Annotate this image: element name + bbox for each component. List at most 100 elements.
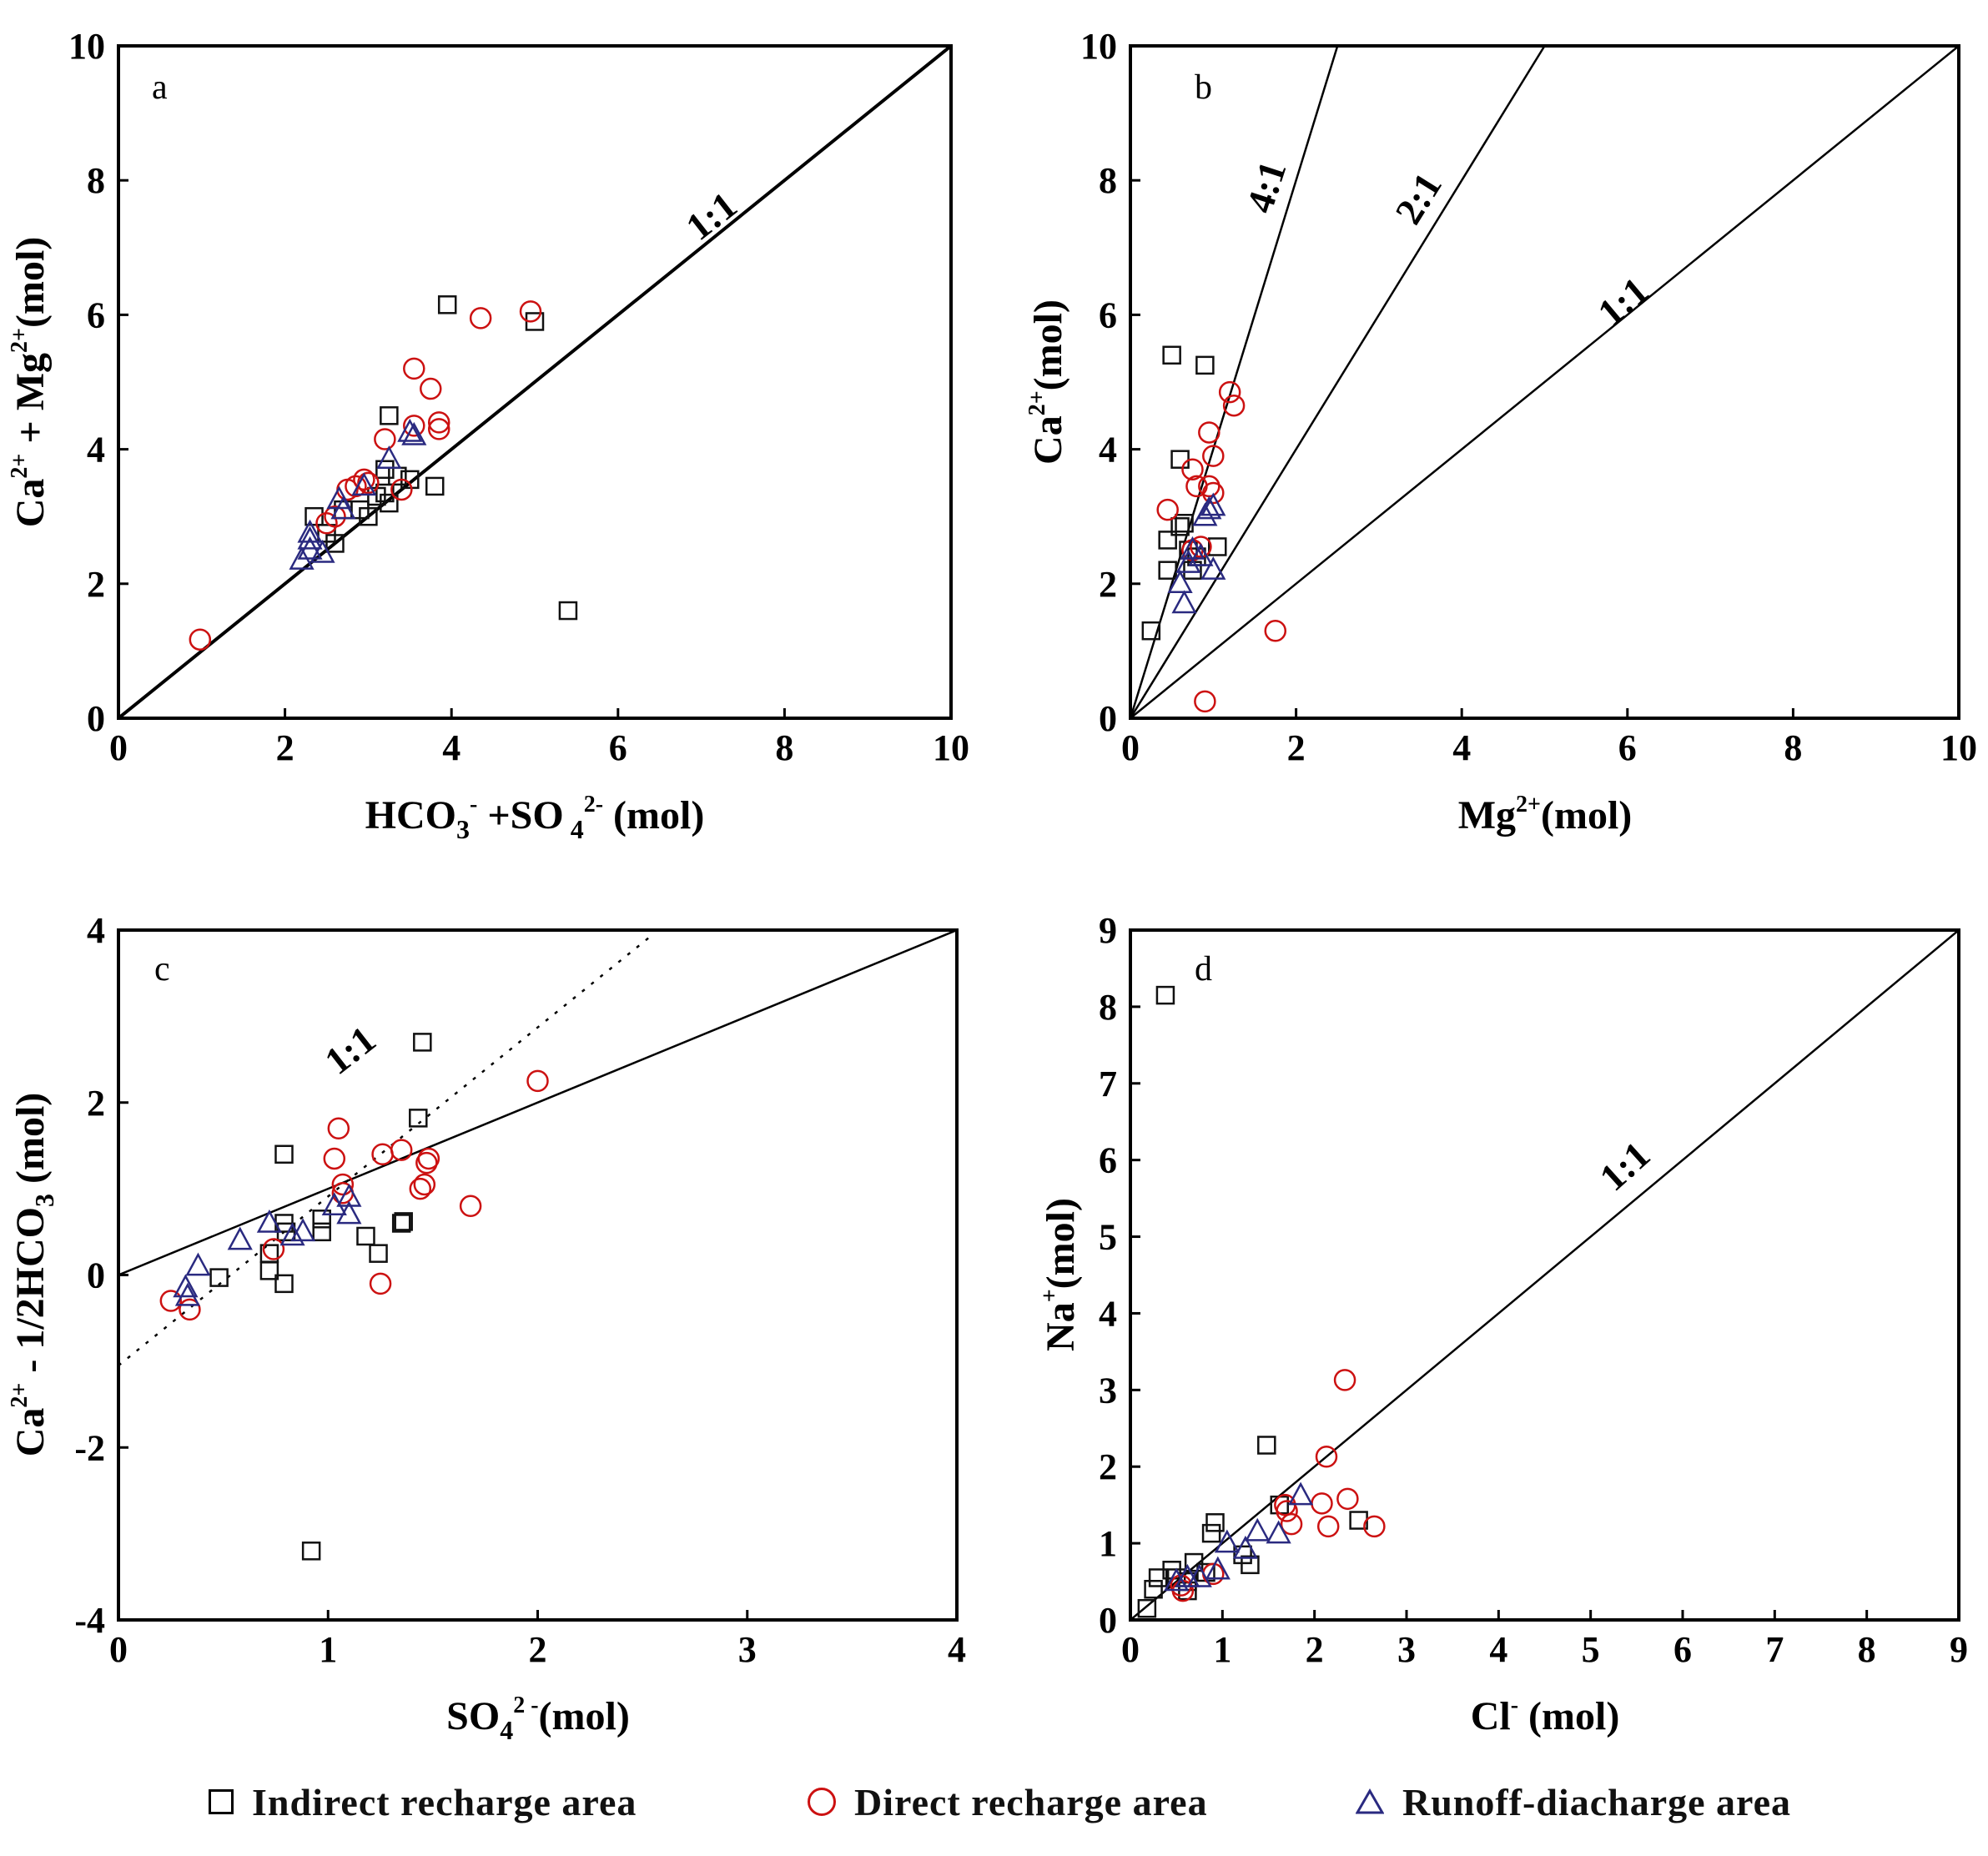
panel-b-point-indirect (1175, 514, 1194, 533)
panel-d-point-runoff (1266, 1520, 1291, 1544)
panel-a-x-axis-label: HCO3- +SO 42- (mol) (365, 792, 705, 844)
panel-c-point-indirect (301, 1542, 321, 1561)
panel-c-point-runoff (321, 1192, 347, 1216)
panel-d-point-indirect (1205, 1513, 1225, 1532)
panel-d-point-indirect (1184, 1552, 1204, 1572)
panel-c-point-runoff (290, 1218, 316, 1242)
panel-b-point-direct (1264, 619, 1287, 642)
panel-c-point-indirect (274, 1274, 294, 1294)
panel-a-refs (118, 46, 951, 718)
panel-c-y-tick-label: -2 (74, 1427, 105, 1468)
panel-c-point-runoff (336, 1200, 362, 1225)
panel-c-x-tick-label: 0 (109, 1629, 128, 1670)
panel-d-point-direct (1276, 1500, 1298, 1522)
panel-b-x-tick-label: 4 (1452, 727, 1471, 768)
panel-b-point-runoff (1200, 556, 1226, 580)
panel-d-ref-line-1-1 (1130, 930, 1959, 1620)
panel-c-point-direct (390, 1139, 413, 1161)
panel-c-x-tick-label: 3 (738, 1629, 757, 1670)
panel-c-point-indirect (369, 1244, 388, 1263)
panel-d-letter: d (1195, 950, 1212, 988)
panel-d-point-indirect (1201, 1523, 1221, 1543)
panel-b-ratio-label-4-1: 4:1 (1238, 156, 1294, 218)
panel-a-point-indirect (325, 534, 345, 553)
panel-c-marks (159, 1033, 549, 1561)
legend-label-direct: Direct recharge area (854, 1780, 1208, 1823)
panel-a-point-runoff (297, 536, 323, 560)
panel-b-point-runoff (1175, 549, 1201, 573)
panel-a-point-runoff (351, 472, 377, 496)
panel-b-x-tick-label: 8 (1784, 727, 1802, 768)
panel-d-y-tick-label: 5 (1099, 1217, 1117, 1258)
panel-d-y-tick-label: 7 (1099, 1064, 1117, 1104)
panel-d-point-direct (1363, 1515, 1386, 1538)
circle-marker-icon (808, 1788, 836, 1816)
panel-a-ref-line-1-1 (118, 46, 951, 718)
panel-b-ratio-label-2-1: 2:1 (1387, 165, 1450, 231)
panel-c-x-tick-label: 2 (529, 1629, 547, 1670)
panel-d-point-direct (1316, 1515, 1340, 1538)
panel-b-point-indirect (1158, 531, 1177, 550)
panel-d-point-runoff (1186, 1563, 1212, 1587)
panel-b-refs (1130, 46, 1959, 718)
legend: Indirect recharge area Direct recharge a… (0, 1768, 1988, 1835)
panel-a-point-runoff (310, 539, 335, 563)
panel-b-point-indirect (1141, 621, 1161, 641)
panel-b-marks (1141, 345, 1287, 713)
panel-a-point-direct (519, 300, 542, 323)
panel-c-point-direct (371, 1143, 394, 1166)
panel-a-point-direct (357, 471, 380, 495)
panel-b-ref-line-2-1 (1130, 46, 1546, 718)
panel-b-point-indirect (1195, 355, 1215, 375)
panel-d-y-tick-label: 2 (1099, 1446, 1117, 1487)
panel-a-y-axis-label: Ca2+ + Mg2+(mol) (7, 237, 53, 528)
panel-c-point-direct (415, 1151, 438, 1174)
panel-c-point-runoff (173, 1274, 199, 1298)
panel-a-x-tick-label: 2 (276, 727, 294, 768)
panel-c-point-direct (179, 1298, 201, 1321)
panel-b-point-indirect (1162, 345, 1181, 365)
panel-d-point-indirect (1257, 1436, 1276, 1455)
panel-a-point-direct (420, 377, 442, 400)
panel-a-point-indirect (380, 406, 399, 425)
panel-a-x-tick-label: 8 (775, 727, 793, 768)
panel-a-point-runoff (326, 485, 352, 510)
panel-a-marks (189, 295, 578, 651)
panel-b-point-runoff (1192, 502, 1218, 526)
panel-c-point-runoff (256, 1209, 282, 1233)
panel-d-point-runoff (1288, 1481, 1314, 1506)
panel-a-point-indirect (380, 493, 399, 513)
panel-c-ratio-label-1-1: 1:1 (317, 1018, 384, 1083)
panel-c-point-indirect (312, 1222, 331, 1242)
panel-d-point-direct (1280, 1512, 1303, 1536)
panel-a-point-indirect (304, 506, 324, 526)
panel-c-point-indirect (312, 1210, 331, 1229)
legend-item-indirect: Indirect recharge area (209, 1768, 637, 1835)
panel-a-point-direct (469, 307, 492, 329)
panel-a-ratio-label-1-1: 1:1 (678, 184, 745, 249)
panel-a-point-indirect (375, 460, 395, 480)
panel-c-point-indirect (274, 1144, 294, 1164)
panel-b-y-tick-label: 0 (1099, 698, 1117, 739)
panel-c-point-direct (526, 1069, 549, 1093)
panel-b-y-tick-label: 6 (1099, 294, 1117, 335)
panel-b-x-axis-label: Mg2+(mol) (1458, 792, 1633, 837)
legend-item-runoff: Runoff-diacharge area (1356, 1768, 1791, 1835)
panel-c-point-direct (327, 1117, 350, 1140)
panel-c-point-runoff (227, 1226, 253, 1250)
panel-b-point-direct (1218, 380, 1241, 404)
panel-c-refs (118, 930, 957, 1367)
panel-d-y-axis-label: Na+(mol) (1037, 1198, 1083, 1351)
panel-b-y-tick-label: 4 (1099, 430, 1117, 470)
panel-d-marks (1137, 985, 1386, 1618)
panel-c-ticks: 0 1 2 3 4 -4 -2 0 2 4 (74, 910, 966, 1670)
panel-c-point-indirect (391, 1214, 411, 1233)
legend-label-runoff: Runoff-diacharge area (1402, 1780, 1792, 1823)
panel-d-point-direct (1315, 1446, 1338, 1468)
panel-c-point-indirect (413, 1033, 432, 1052)
panel-b-point-direct (1181, 458, 1204, 481)
panel-a-point-direct (427, 411, 450, 434)
panel-d-x-tick-label: 5 (1582, 1629, 1600, 1670)
